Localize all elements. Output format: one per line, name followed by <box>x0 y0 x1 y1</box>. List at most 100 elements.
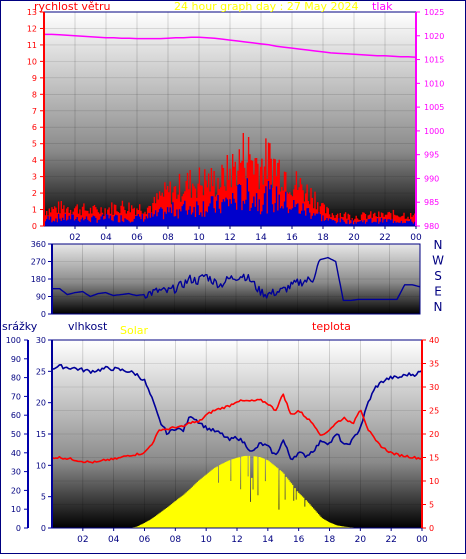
panel3-x-ticks: 02 04 06 08 10 12 14 16 18 20 22 00 <box>77 528 428 545</box>
direction-tick-label: 90 <box>36 293 46 302</box>
panel3-x-tick-label: 02 <box>77 535 88 545</box>
wind-tick-label: 10 <box>27 57 37 66</box>
panel1-x-tick-label: 16 <box>286 233 298 243</box>
wind-tick-label: 1 <box>32 206 37 215</box>
pressure-tick-label: 1015 <box>424 56 444 65</box>
pressure-tick-label: 1020 <box>424 32 444 41</box>
temperature-axis-label: teplota <box>312 320 351 333</box>
compass-label: N <box>434 300 443 314</box>
panel2-plot-area <box>52 244 420 314</box>
compass-label: N <box>434 238 443 252</box>
direction-line <box>52 256 421 302</box>
rain-tick-label: 20 <box>11 486 21 495</box>
humidity-tick-label: 30 <box>36 336 46 345</box>
humidity-axis-label: vlhkost <box>68 320 108 333</box>
wind-tick-label: 0 <box>32 222 37 231</box>
panel3-x-tick-label: 22 <box>385 535 396 545</box>
panel1-x-tick-label: 12 <box>224 233 235 243</box>
wind-tick-label: 11 <box>27 41 37 50</box>
temperature-tick-label: 20 <box>429 430 439 439</box>
panel-humidity-temperature: 0 10 20 30 40 50 60 70 80 90 100 0 5 10 15 20 25 30 0 5 10… <box>2 320 439 545</box>
direction-tick-label: 180 <box>31 275 46 284</box>
temperature-tick-label: 25 <box>429 407 439 416</box>
humidity-tick-label: 0 <box>41 524 46 533</box>
panel1-x-tick-label: 04 <box>100 233 112 243</box>
wind-tick-label: 8 <box>32 90 37 99</box>
panel1-x-tick-label: 14 <box>255 233 267 243</box>
pressure-tick-label: 1005 <box>424 103 444 112</box>
pressure-tick-label: 1025 <box>424 8 444 17</box>
wind-tick-label: 4 <box>32 156 37 165</box>
pressure-tick-label: 985 <box>424 198 439 207</box>
panel1-x-tick-label: 02 <box>69 233 80 243</box>
chart-title: 24 hour graph day : 27 May 2024 <box>174 0 359 13</box>
pressure-axis-ticks: 980 985 990 995 1000 1005 1010 1015 1020 1025 <box>416 8 444 231</box>
humidity-tick-label: 5 <box>41 493 46 502</box>
panel3-x-tick-label: 04 <box>108 535 120 545</box>
rain-axis-ticks: 0 10 20 30 40 50 60 70 80 90 100 <box>6 336 28 533</box>
wind-tick-label: 12 <box>27 24 37 33</box>
pressure-tick-label: 990 <box>424 174 439 183</box>
pressure-tick-label: 980 <box>424 222 439 231</box>
rain-tick-label: 60 <box>11 411 21 420</box>
temperature-tick-label: 30 <box>429 383 439 392</box>
wind-tick-label: 2 <box>32 189 37 198</box>
temperature-tick-label: 10 <box>429 477 439 486</box>
pressure-tick-label: 1000 <box>424 127 444 136</box>
panel1-x-ticks: 02 04 06 08 10 12 14 16 18 20 22 00 <box>69 226 422 243</box>
direction-axis-ticks: 0 90 180 270 360 <box>31 240 52 319</box>
rain-tick-label: 90 <box>11 355 21 364</box>
humidity-tick-label: 10 <box>36 461 46 470</box>
panel3-grid <box>52 340 422 528</box>
temperature-tick-label: 15 <box>429 454 439 463</box>
pressure-tick-label: 1010 <box>424 79 444 88</box>
compass-label: W <box>432 254 444 268</box>
humidity-axis-ticks: 0 5 10 15 20 25 30 <box>36 336 52 533</box>
panel1-x-tick-label: 22 <box>379 233 390 243</box>
panel3-x-tick-label: 18 <box>324 535 336 545</box>
pressure-axis-label: tlak <box>372 0 393 13</box>
solar-label: Solar <box>120 324 149 337</box>
direction-series <box>52 256 421 302</box>
panel3-x-tick-label: 16 <box>293 535 305 545</box>
pressure-tick-label: 995 <box>424 151 439 160</box>
pressure-series <box>44 33 417 58</box>
panel1-x-tick-label: 00 <box>410 233 422 243</box>
panel2-grid <box>52 244 420 314</box>
panel3-x-tick-label: 08 <box>170 535 182 545</box>
temperature-tick-label: 35 <box>429 360 439 369</box>
wind-tick-label: 7 <box>32 107 37 116</box>
panel1-x-tick-label: 08 <box>162 233 174 243</box>
panel3-x-tick-label: 10 <box>200 535 212 545</box>
humidity-tick-label: 15 <box>36 430 46 439</box>
direction-tick-label: 360 <box>31 240 46 249</box>
panel1-x-tick-label: 10 <box>193 233 205 243</box>
rain-tick-label: 80 <box>11 374 21 383</box>
rain-tick-label: 0 <box>16 524 21 533</box>
rain-tick-label: 50 <box>11 430 21 439</box>
panel1-x-tick-label: 06 <box>131 233 143 243</box>
temperature-tick-label: 0 <box>429 524 434 533</box>
humidity-series <box>51 363 423 461</box>
temperature-tick-label: 5 <box>429 501 434 510</box>
rain-tick-label: 30 <box>11 468 21 477</box>
compass-label: E <box>434 285 442 299</box>
panel1-x-tick-label: 20 <box>348 233 360 243</box>
humidity-tick-label: 25 <box>36 367 46 376</box>
rain-tick-label: 10 <box>11 505 21 514</box>
direction-tick-label: 270 <box>31 258 46 267</box>
rain-tick-label: 70 <box>11 392 21 401</box>
wind-tick-label: 13 <box>27 8 37 17</box>
panel3-x-tick-label: 14 <box>262 535 274 545</box>
rain-tick-label: 100 <box>6 336 21 345</box>
panel1-grid <box>44 12 416 226</box>
panel3-x-tick-label: 06 <box>139 535 151 545</box>
humidity-line <box>51 363 423 461</box>
temperature-line <box>51 393 423 464</box>
rain-axis-label: srážky <box>2 320 38 333</box>
wind-series <box>43 133 417 226</box>
